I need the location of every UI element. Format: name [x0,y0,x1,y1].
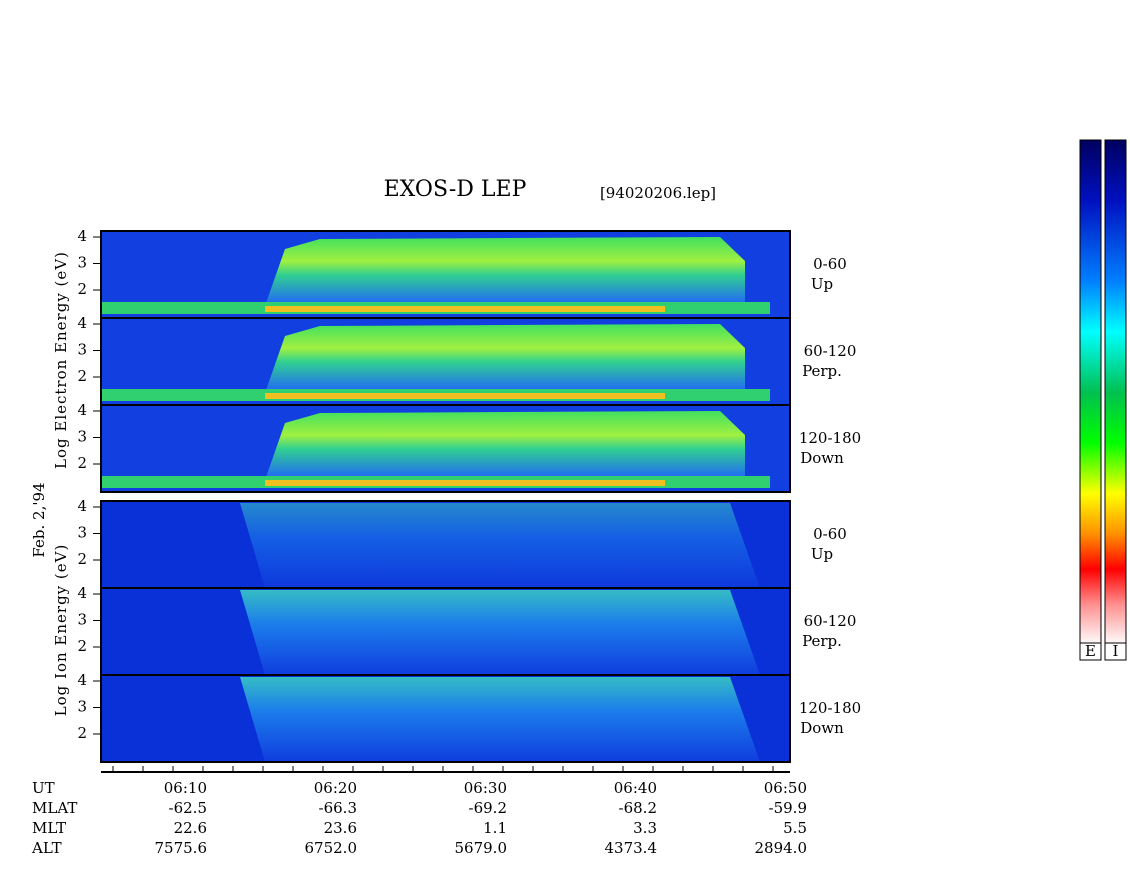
axis-row-label: ALT [31,839,62,857]
spectrogram-low-hot [265,480,665,486]
y-tick-label: 3 [77,698,87,716]
y-tick-label: 2 [77,367,87,385]
axis-row-label: UT [32,779,55,797]
y-tick-label: 2 [77,637,87,655]
y-tick-label: 4 [77,671,87,689]
axis-value: 6752.0 [305,839,358,857]
axis-value: 5679.0 [455,839,508,857]
colorbar [1104,139,1127,646]
panel-direction: Up [811,545,833,563]
title: EXOS-D LEP [384,177,527,202]
y-tick-label: 2 [77,550,87,568]
axis-value: 1.1 [483,819,507,837]
axis-value: -59.9 [769,799,807,817]
y-tick-label: 4 [77,584,87,602]
axis-row-label: MLAT [32,799,77,817]
axis-value: 4373.4 [605,839,658,857]
axis-value: 06:30 [464,779,507,797]
y-tick-label: 3 [77,611,87,629]
panel-direction: Perp. [802,632,842,650]
y-tick-label: 2 [77,724,87,742]
y-tick-label: 4 [77,314,87,332]
axis-value: 2894.0 [755,839,808,857]
panel-direction: Up [811,275,833,293]
y-label-electron: Log Electron Energy (eV) [52,251,70,469]
spectrogram-low-hot [265,393,665,399]
panel-angle: 0-60 [813,525,847,543]
panel-angle: 120-180 [799,429,861,447]
y-tick-label: 3 [77,254,87,272]
spectrogram-low-hot [265,306,665,312]
axis-value: -68.2 [619,799,657,817]
panel-angle: 120-180 [799,699,861,717]
axis-value: 5.5 [783,819,807,837]
axis-value: 23.6 [324,819,357,837]
axis-value: 22.6 [174,819,207,837]
axis-value: 06:20 [314,779,357,797]
y-tick-label: 4 [77,227,87,245]
panel-angle: 60-120 [804,342,857,360]
panel-direction: Down [800,719,844,737]
panel-direction: Down [800,449,844,467]
colorbar-label-box [1104,642,1127,661]
spectrogram-signal [240,677,760,762]
colorbar-label: I [1113,642,1119,660]
panel-angle: 60-120 [804,612,857,630]
spectrogram-signal [265,411,745,480]
axis-value: -69.2 [469,799,507,817]
y-tick-label: 3 [77,428,87,446]
panel-frame [100,404,791,493]
colorbar [1079,139,1102,646]
colorbar-label-box [1079,642,1102,661]
spectrogram-signal [240,590,760,675]
axis-value: 06:10 [164,779,207,797]
y-tick-label: 3 [77,524,87,542]
y-label-ion: Log Ion Energy (eV) [52,544,70,717]
time-axis: UT 06:10 06:20 06:30 06:40 06:50 MLAT -62.5 -66.… [31,766,807,857]
y-tick-label: 3 [77,341,87,359]
axis-value: 3.3 [633,819,657,837]
y-tick-label: 4 [77,401,87,419]
spectrogram-signal [265,237,745,306]
axis-value: -66.3 [319,799,357,817]
axis-value: 7575.6 [155,839,208,857]
y-tick-label: 2 [77,280,87,298]
panel-angle: 0-60 [813,255,847,273]
spectrogram-signal [265,324,745,393]
y-tick-label: 4 [77,497,87,515]
panel-direction: Perp. [802,362,842,380]
axis-value: 06:40 [614,779,657,797]
axis-row-label: MLT [32,819,66,837]
file-name: [94020206.lep] [600,184,716,202]
date-label: Feb. 2,'94 [30,482,48,557]
y-tick-label: 2 [77,454,87,472]
panel-frame [100,674,791,763]
axis-value: 06:50 [764,779,807,797]
panels: 4 3 2 0-60 Up 4 3 2 60-120 Perp. 4 3 2 120-180 Down 4 3 2… [77,227,861,763]
axis-value: -62.5 [169,799,207,817]
spectrogram-signal [240,503,760,588]
colorbar-label: E [1085,642,1096,660]
